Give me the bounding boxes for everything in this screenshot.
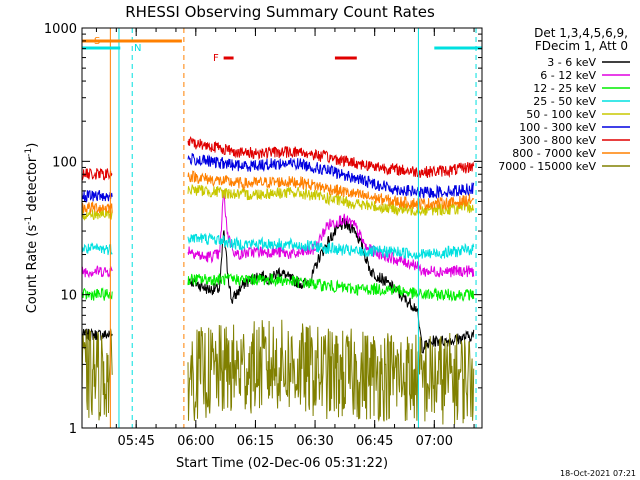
legend-label-3: 12 - 25 keV bbox=[533, 82, 596, 95]
footer-timestamp: 18-Oct-2021 07:21 bbox=[560, 469, 636, 478]
saa-label: S bbox=[94, 36, 100, 47]
x-tick-label-2: 06:00 bbox=[177, 434, 214, 449]
x-tick-label-4: 06:30 bbox=[296, 434, 333, 449]
chart-title: RHESSI Observing Summary Count Rates bbox=[125, 3, 435, 21]
flare-label: F bbox=[213, 53, 219, 64]
axis-ticks bbox=[82, 27, 482, 429]
legend-label-2: 6 - 12 keV bbox=[540, 69, 596, 82]
series-2 bbox=[82, 189, 475, 279]
series-line-6 bbox=[82, 153, 475, 204]
y-tick-label-1: 1 bbox=[69, 422, 77, 437]
series-line-4 bbox=[82, 232, 475, 260]
plot-area bbox=[82, 28, 482, 428]
y-axis-label-part-1: Count Rate (s bbox=[25, 225, 40, 314]
y-tick-label-3: 100 bbox=[52, 155, 77, 170]
series-line-1 bbox=[82, 217, 475, 354]
series-line-9 bbox=[82, 319, 475, 425]
y-axis-label-exp-2: -1 bbox=[24, 148, 34, 157]
legend-header-line-2: FDecim 1, Att 0 bbox=[535, 39, 628, 53]
night-label: N bbox=[134, 43, 141, 54]
y-axis-label-part-2: detector bbox=[25, 156, 40, 216]
series-6 bbox=[82, 153, 475, 204]
legend-label-7: 300 - 800 keV bbox=[519, 134, 596, 147]
plot-frame bbox=[81, 27, 483, 429]
legend-label-1: 3 - 6 keV bbox=[547, 56, 596, 69]
series-4 bbox=[82, 232, 475, 260]
x-axis-label: Start Time (02-Dec-06 05:31:22) bbox=[176, 456, 388, 471]
series-line-5 bbox=[82, 183, 475, 221]
series-line-2 bbox=[82, 189, 475, 279]
legend-label-9: 7000 - 15000 keV bbox=[498, 160, 596, 173]
series-7 bbox=[82, 136, 475, 181]
series-1 bbox=[82, 217, 475, 354]
series-line-8 bbox=[82, 170, 475, 214]
y-tick-label-2: 10 bbox=[60, 289, 77, 304]
x-tick-label-1: 05:45 bbox=[117, 434, 154, 449]
legend-label-6: 100 - 300 keV bbox=[519, 121, 596, 134]
y-tick-label-4: 1000 bbox=[44, 22, 77, 37]
x-tick-label-3: 06:15 bbox=[237, 434, 274, 449]
x-tick-label-5: 06:45 bbox=[356, 434, 393, 449]
x-tick-label-6: 07:00 bbox=[416, 434, 453, 449]
legend: Det 1,3,4,5,6,9, FDecim 1, Att 0 3 - 6 k… bbox=[498, 26, 630, 173]
legend-header-line-1: Det 1,3,4,5,6,9, bbox=[534, 26, 628, 40]
legend-label-5: 50 - 100 keV bbox=[526, 108, 596, 121]
series-8 bbox=[82, 170, 475, 214]
series-line-7 bbox=[82, 136, 475, 181]
series-5 bbox=[82, 183, 475, 221]
legend-label-4: 25 - 50 keV bbox=[533, 95, 596, 108]
legend-label-8: 800 - 7000 keV bbox=[512, 147, 596, 160]
y-axis-label-part-3: ) bbox=[25, 143, 40, 148]
y-axis-label-exp-1: -1 bbox=[24, 216, 34, 225]
y-axis-label: Count Rate (s-1 detector-1) bbox=[24, 143, 40, 314]
series-9 bbox=[82, 319, 475, 425]
